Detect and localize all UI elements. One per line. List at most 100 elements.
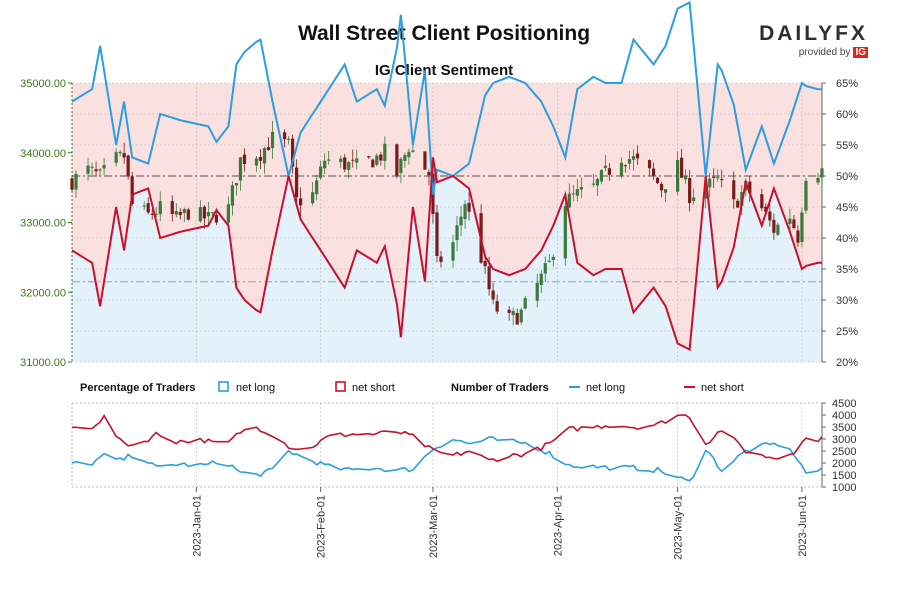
- candle-body: [467, 202, 471, 212]
- candle: [407, 148, 411, 165]
- candle: [343, 154, 347, 173]
- candle-body: [343, 157, 347, 170]
- candle: [651, 162, 656, 180]
- percent-tick-label: 55%: [836, 140, 858, 152]
- candle: [375, 153, 379, 167]
- count-tick-label: 2000: [832, 458, 856, 470]
- candle: [395, 143, 399, 179]
- candle: [282, 129, 287, 148]
- candle: [511, 307, 515, 326]
- candle-body: [627, 159, 632, 164]
- candle: [379, 151, 383, 166]
- candle: [647, 159, 652, 177]
- candle: [126, 154, 130, 180]
- candle: [491, 282, 495, 305]
- candle-body: [567, 193, 571, 208]
- percent-tick-label: 30%: [836, 295, 858, 307]
- candle: [86, 157, 90, 181]
- candle: [122, 142, 126, 164]
- legend-pct-long-label: net long: [236, 382, 275, 394]
- candle: [327, 151, 331, 165]
- candle-body: [519, 309, 523, 323]
- candle-body: [407, 151, 411, 158]
- candle-body: [182, 209, 186, 214]
- candle: [242, 148, 247, 172]
- candle: [198, 200, 202, 223]
- candle-body: [451, 242, 455, 261]
- candle: [676, 151, 680, 196]
- candle-body: [575, 189, 579, 196]
- legend-num-long-label: net long: [586, 382, 625, 394]
- candle: [663, 189, 668, 203]
- candle: [575, 178, 579, 202]
- candle-body: [170, 201, 174, 214]
- candle-body: [198, 207, 202, 222]
- candle-body: [178, 211, 182, 216]
- candle: [258, 149, 263, 169]
- candle-body: [286, 138, 291, 140]
- candle-body: [290, 138, 295, 167]
- candle: [523, 296, 527, 310]
- candle: [319, 161, 323, 180]
- candle-body: [126, 155, 130, 177]
- candle-body: [764, 206, 768, 212]
- candle-body: [403, 154, 407, 161]
- candle-body: [619, 162, 624, 176]
- price-axis-ticks: 31000.00 32000.00 33000.00 34000.00 35000.00: [20, 78, 72, 369]
- candle-body: [206, 212, 210, 217]
- price-tick-label: 33000.00: [20, 218, 66, 230]
- candle-body: [94, 169, 98, 172]
- candle: [435, 204, 439, 263]
- candle: [579, 177, 583, 199]
- candle: [118, 150, 122, 157]
- candle-body: [371, 159, 375, 168]
- candle-body: [748, 181, 752, 194]
- candle: [659, 181, 664, 198]
- candle-body: [210, 212, 214, 214]
- chart-title: Wall Street Client Positioning: [297, 22, 591, 45]
- candle: [323, 153, 327, 175]
- candle: [455, 215, 459, 252]
- net-long-count-line: [71, 436, 823, 482]
- x-tick-label: 2023-Jun-01: [797, 495, 809, 557]
- x-tick-label: 2023-Feb-01: [316, 495, 328, 558]
- candle-body: [507, 309, 511, 313]
- candle-body: [375, 155, 379, 165]
- price-tick-label: 31000.00: [20, 357, 66, 369]
- candle-body: [258, 156, 263, 161]
- candle: [627, 151, 632, 170]
- candle-body: [463, 204, 467, 219]
- candle-body: [607, 168, 612, 175]
- candle-body: [543, 263, 547, 274]
- candle: [804, 177, 808, 214]
- candle: [748, 175, 752, 202]
- candle-body: [174, 211, 178, 215]
- candle-body: [692, 197, 696, 202]
- candle: [355, 149, 359, 170]
- candle: [142, 201, 146, 211]
- candle-body: [186, 209, 190, 220]
- candle-body: [716, 177, 720, 179]
- count-tick-label: 1000: [832, 482, 856, 494]
- candle-body: [347, 162, 351, 170]
- candle-body: [708, 178, 712, 188]
- candle: [599, 169, 604, 185]
- candle: [339, 155, 343, 169]
- candle: [290, 134, 295, 174]
- candle: [74, 170, 78, 198]
- candle: [186, 207, 190, 221]
- candle-body: [736, 200, 740, 208]
- candle: [543, 256, 547, 283]
- candle-body: [623, 165, 628, 167]
- candle-body: [579, 186, 583, 190]
- candle: [170, 195, 174, 222]
- candle: [226, 196, 231, 226]
- candle: [607, 163, 612, 182]
- candle-body: [571, 193, 575, 195]
- candle: [178, 208, 182, 220]
- candle-body: [327, 159, 331, 161]
- candle: [94, 161, 98, 177]
- candle-body: [535, 282, 539, 301]
- candle: [154, 207, 158, 218]
- candle-body: [495, 301, 499, 312]
